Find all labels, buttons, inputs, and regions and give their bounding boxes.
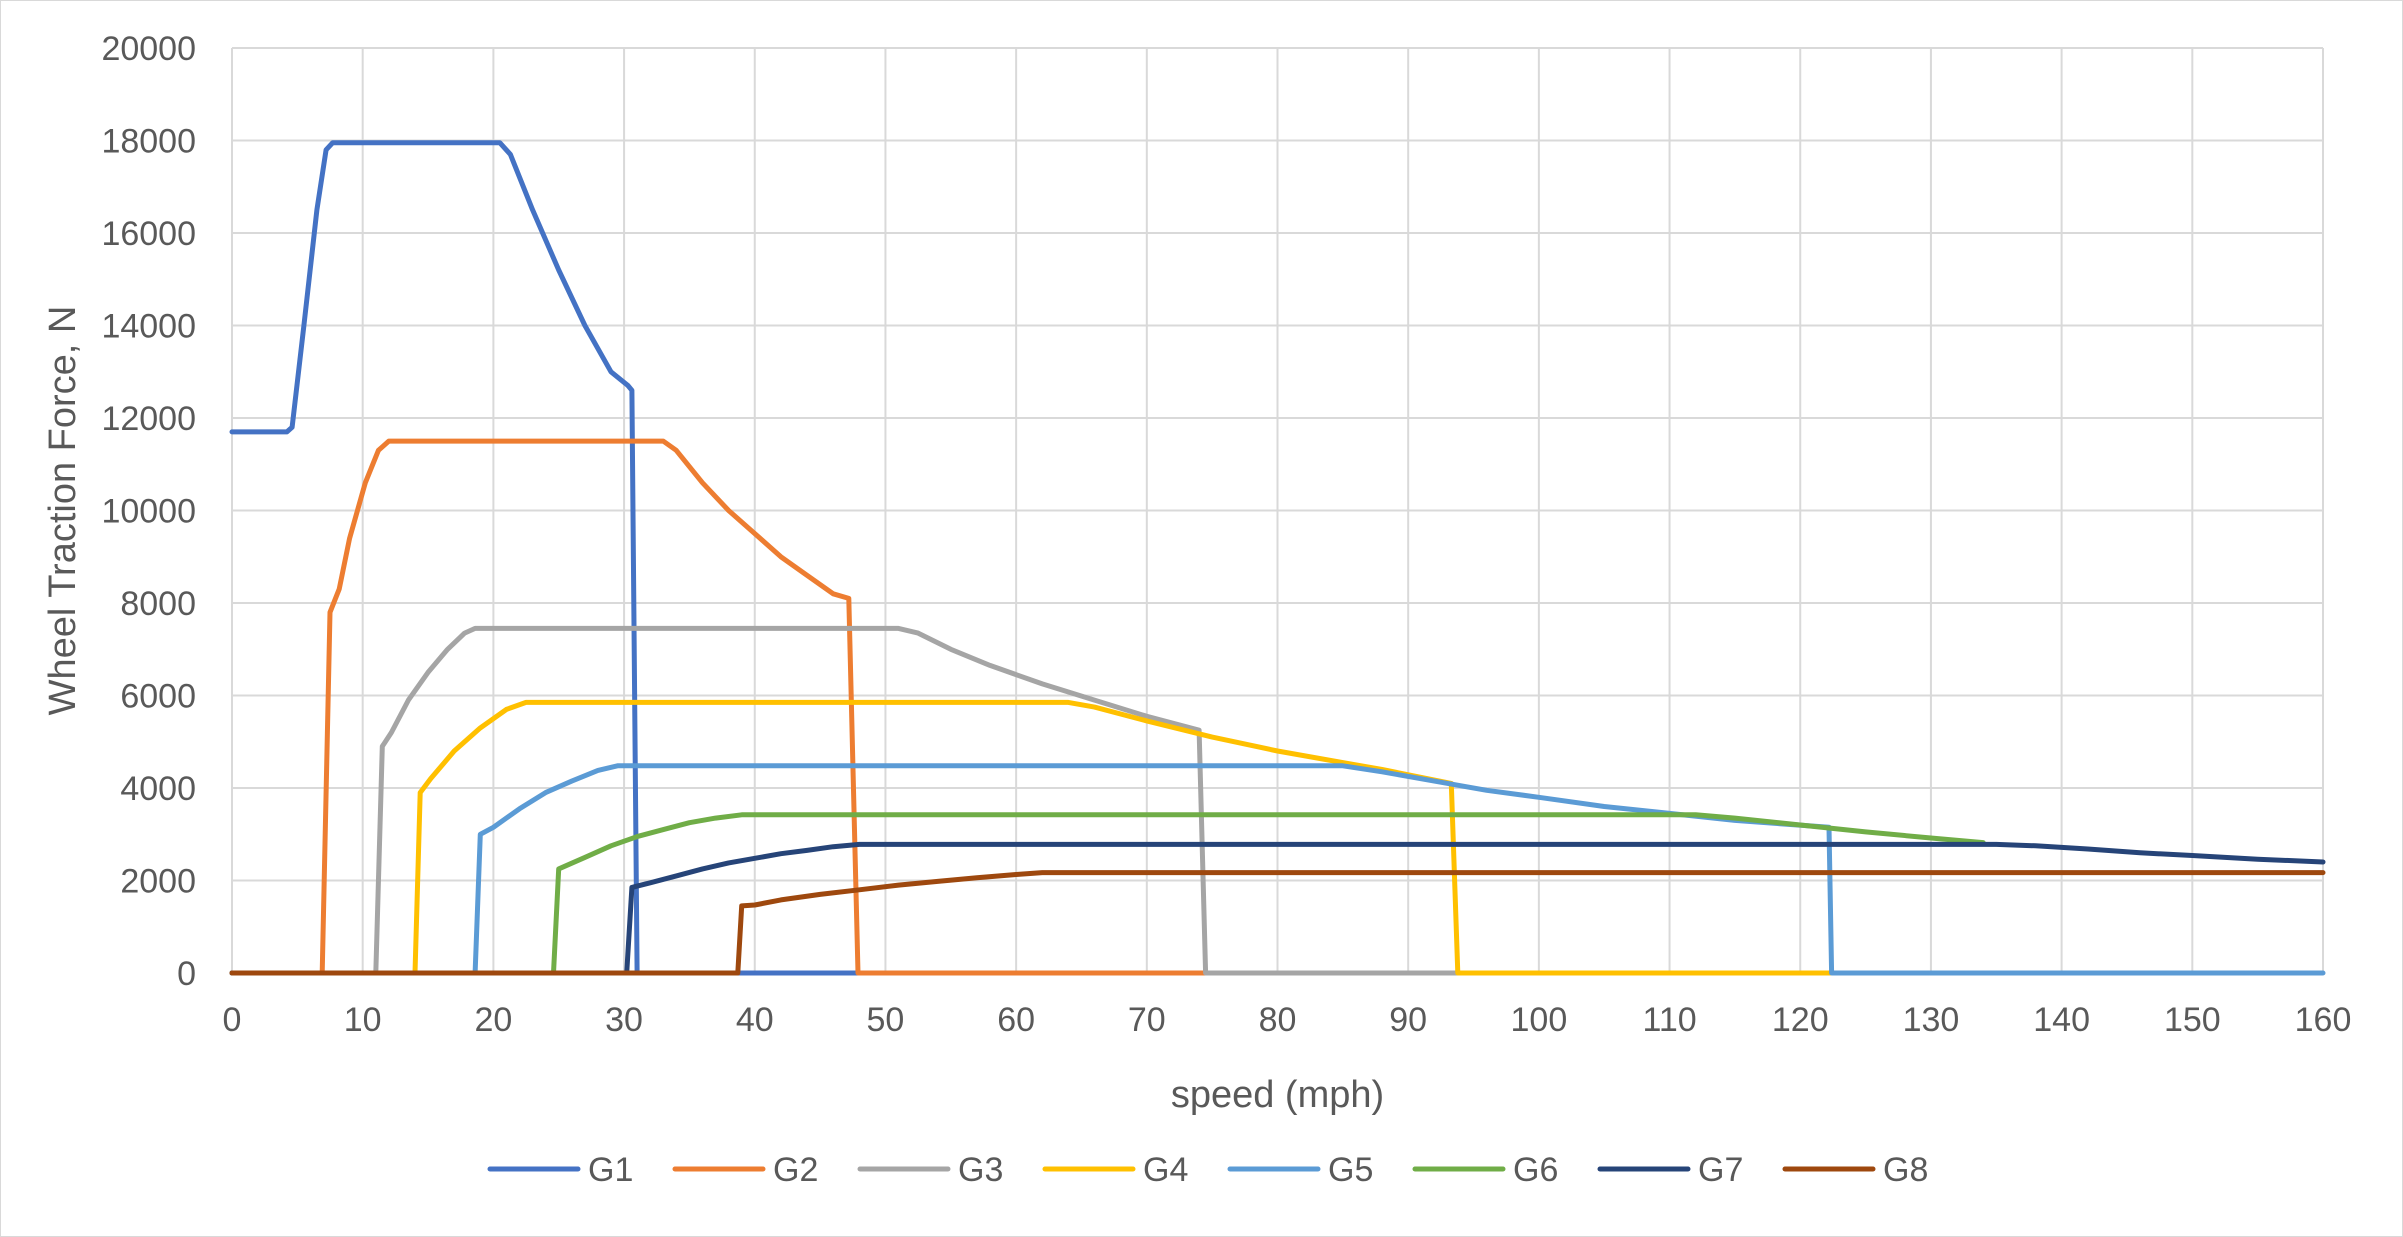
x-tick-label: 30 <box>605 1001 643 1039</box>
series-line-g8 <box>229 870 2326 976</box>
series-lines <box>229 140 2326 976</box>
legend-label: G8 <box>1883 1151 1928 1189</box>
legend-item-g5: G5 <box>1227 1151 1373 1189</box>
series-line-g2 <box>229 438 1209 976</box>
legend-item-g7: G7 <box>1597 1151 1743 1189</box>
legend: G1 G2 G3 G4 G5 G6 G7 G8 <box>487 1151 1928 1189</box>
x-tick-label: 90 <box>1389 1001 1427 1039</box>
series-line-g4 <box>229 699 1833 976</box>
x-tick-label: 0 <box>223 1001 242 1039</box>
series-line-g1 <box>229 140 862 976</box>
x-tick-label: 50 <box>867 1001 905 1039</box>
x-tick-label: 40 <box>736 1001 774 1039</box>
legend-item-g3: G3 <box>857 1151 1003 1189</box>
legend-label: G5 <box>1328 1151 1373 1189</box>
legend-label: G1 <box>588 1151 633 1189</box>
x-tick-label: 130 <box>1903 1001 1960 1039</box>
legend-label: G4 <box>1143 1151 1188 1189</box>
y-tick-label: 8000 <box>120 585 196 623</box>
x-tick-label: 120 <box>1772 1001 1829 1039</box>
series-line-g6 <box>229 812 1986 976</box>
y-tick-label: 2000 <box>120 863 196 901</box>
legend-item-g4: G4 <box>1042 1151 1188 1189</box>
series-line-g3 <box>229 625 1463 976</box>
legend-label: G7 <box>1698 1151 1743 1189</box>
x-tick-label: 60 <box>997 1001 1035 1039</box>
legend-item-g8: G8 <box>1782 1151 1928 1189</box>
legend-label: G6 <box>1513 1151 1558 1189</box>
y-tick-label: 16000 <box>101 215 196 253</box>
x-tick-label: 140 <box>2033 1001 2090 1039</box>
y-tick-label: 4000 <box>120 770 196 808</box>
y-tick-label: 18000 <box>101 123 196 161</box>
x-tick-label: 160 <box>2295 1001 2352 1039</box>
y-tick-labels: 0 2000 4000 6000 8000 10000 12000 14000 16000 180… <box>101 30 196 993</box>
x-tick-label: 10 <box>344 1001 382 1039</box>
legend-label: G2 <box>773 1151 818 1189</box>
x-tick-labels: 0 10 20 30 40 50 60 70 80 90 100 110 120 130 140 150 160 <box>223 1001 2352 1039</box>
y-tick-label: 12000 <box>101 400 196 438</box>
legend-item-g2: G2 <box>672 1151 818 1189</box>
legend-label: G3 <box>958 1151 1003 1189</box>
y-tick-label: 10000 <box>101 493 196 531</box>
legend-item-g1: G1 <box>487 1151 633 1189</box>
y-tick-label: 20000 <box>101 30 196 68</box>
grid-lines <box>231 47 2324 974</box>
x-tick-label: 80 <box>1259 1001 1297 1039</box>
y-tick-label: 6000 <box>120 678 196 716</box>
x-axis-title: speed (mph) <box>1171 1074 1384 1116</box>
y-tick-label: 0 <box>177 955 196 993</box>
x-tick-label: 110 <box>1642 1001 1696 1039</box>
x-tick-label: 70 <box>1128 1001 1166 1039</box>
y-axis-title: Wheel Traction Force, N <box>42 306 84 716</box>
y-tick-label: 14000 <box>101 308 196 346</box>
x-tick-label: 100 <box>1511 1001 1568 1039</box>
series-line-g7 <box>229 841 2326 976</box>
x-tick-label: 20 <box>474 1001 512 1039</box>
x-tick-label: 150 <box>2164 1001 2221 1039</box>
legend-item-g6: G6 <box>1412 1151 1558 1189</box>
